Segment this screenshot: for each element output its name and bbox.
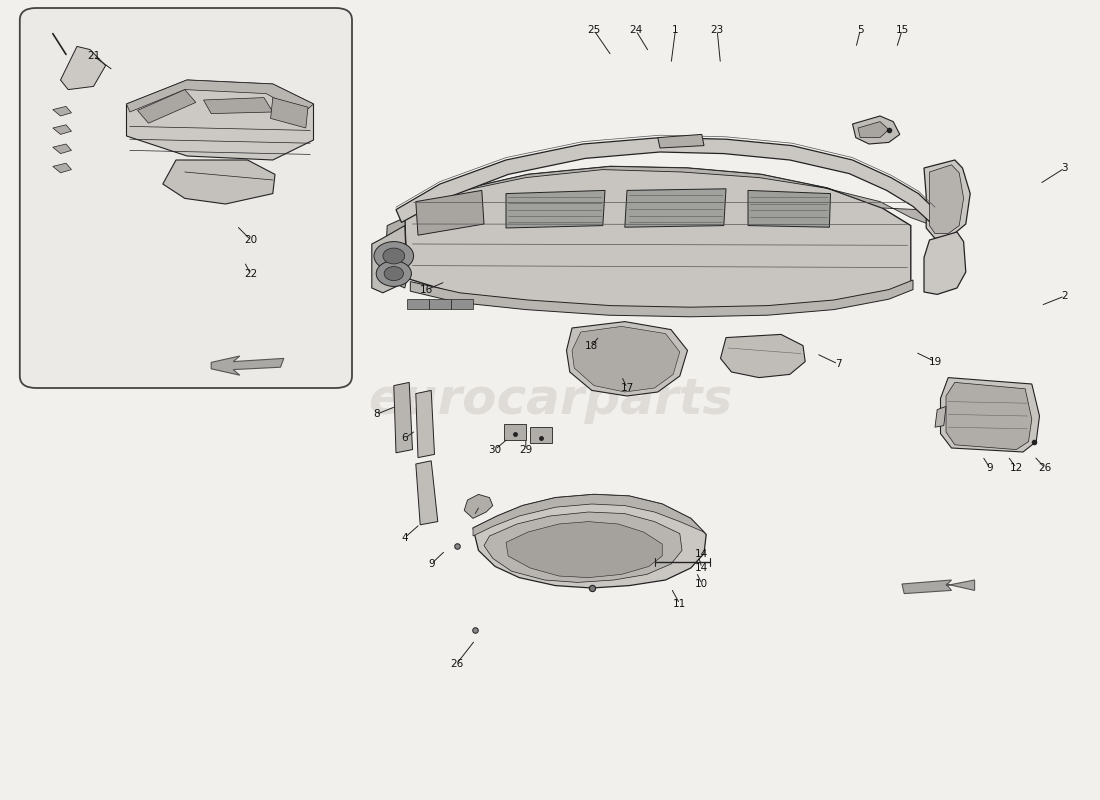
Polygon shape xyxy=(126,80,314,114)
Polygon shape xyxy=(464,494,493,518)
Polygon shape xyxy=(410,280,913,317)
Polygon shape xyxy=(566,322,688,396)
Text: 19: 19 xyxy=(928,357,942,366)
Polygon shape xyxy=(935,406,946,427)
Polygon shape xyxy=(625,189,726,227)
Text: 1: 1 xyxy=(672,26,679,35)
Polygon shape xyxy=(271,98,308,128)
Text: 3: 3 xyxy=(1062,163,1068,173)
Text: 21: 21 xyxy=(87,51,100,61)
Polygon shape xyxy=(126,80,314,160)
Polygon shape xyxy=(405,166,911,314)
Circle shape xyxy=(376,261,411,286)
Text: 30: 30 xyxy=(488,445,502,454)
Polygon shape xyxy=(924,160,970,238)
Polygon shape xyxy=(416,190,484,235)
Polygon shape xyxy=(924,232,966,294)
Polygon shape xyxy=(720,334,805,378)
Polygon shape xyxy=(506,522,662,578)
Polygon shape xyxy=(473,494,704,536)
Polygon shape xyxy=(416,390,434,458)
Text: 11: 11 xyxy=(673,599,686,609)
Polygon shape xyxy=(396,138,935,222)
Polygon shape xyxy=(504,424,526,440)
Text: 23: 23 xyxy=(711,26,724,35)
Circle shape xyxy=(384,266,404,281)
Polygon shape xyxy=(658,134,704,148)
Polygon shape xyxy=(930,165,964,234)
Circle shape xyxy=(383,248,405,264)
Polygon shape xyxy=(372,226,407,293)
Polygon shape xyxy=(416,461,438,525)
Polygon shape xyxy=(204,98,273,114)
Text: 25: 25 xyxy=(587,26,601,35)
Polygon shape xyxy=(506,190,605,228)
Text: 15: 15 xyxy=(895,26,909,35)
Polygon shape xyxy=(946,382,1032,450)
Text: 26: 26 xyxy=(450,659,463,669)
Text: 17: 17 xyxy=(620,383,634,393)
Text: 18: 18 xyxy=(585,341,598,350)
Polygon shape xyxy=(163,160,275,204)
Polygon shape xyxy=(394,382,412,453)
Text: 12: 12 xyxy=(1010,463,1023,473)
Polygon shape xyxy=(53,163,72,173)
Text: 16: 16 xyxy=(420,285,433,294)
Polygon shape xyxy=(572,326,680,392)
Text: 2: 2 xyxy=(1062,291,1068,301)
Polygon shape xyxy=(429,299,451,309)
FancyBboxPatch shape xyxy=(20,8,352,388)
Polygon shape xyxy=(60,46,106,90)
Polygon shape xyxy=(451,299,473,309)
Polygon shape xyxy=(748,190,830,227)
Text: 20: 20 xyxy=(244,235,257,245)
Polygon shape xyxy=(407,299,429,309)
Text: eurocarparts: eurocarparts xyxy=(367,376,733,424)
Polygon shape xyxy=(902,580,975,594)
Text: 29: 29 xyxy=(519,445,532,454)
Polygon shape xyxy=(211,356,284,375)
Polygon shape xyxy=(484,512,682,582)
Text: 24: 24 xyxy=(629,26,642,35)
Polygon shape xyxy=(53,106,72,116)
Polygon shape xyxy=(940,378,1040,452)
Circle shape xyxy=(374,242,414,270)
Text: 14: 14 xyxy=(695,563,708,573)
Polygon shape xyxy=(858,122,889,138)
Polygon shape xyxy=(852,116,900,144)
Polygon shape xyxy=(530,427,552,443)
Text: 7: 7 xyxy=(835,359,842,369)
Text: 8: 8 xyxy=(373,410,380,419)
Text: 9: 9 xyxy=(428,559,435,569)
Polygon shape xyxy=(385,218,407,288)
Polygon shape xyxy=(53,125,72,134)
Polygon shape xyxy=(138,90,196,123)
Text: 26: 26 xyxy=(1038,463,1052,473)
Polygon shape xyxy=(473,494,706,588)
Text: 4: 4 xyxy=(402,533,408,542)
Text: 10: 10 xyxy=(695,579,708,589)
Text: 22: 22 xyxy=(244,270,257,279)
Text: 14: 14 xyxy=(695,549,708,558)
Text: 9: 9 xyxy=(987,463,993,473)
Text: 6: 6 xyxy=(402,434,408,443)
Polygon shape xyxy=(53,144,72,154)
Polygon shape xyxy=(405,166,933,226)
Text: 5: 5 xyxy=(857,26,864,35)
